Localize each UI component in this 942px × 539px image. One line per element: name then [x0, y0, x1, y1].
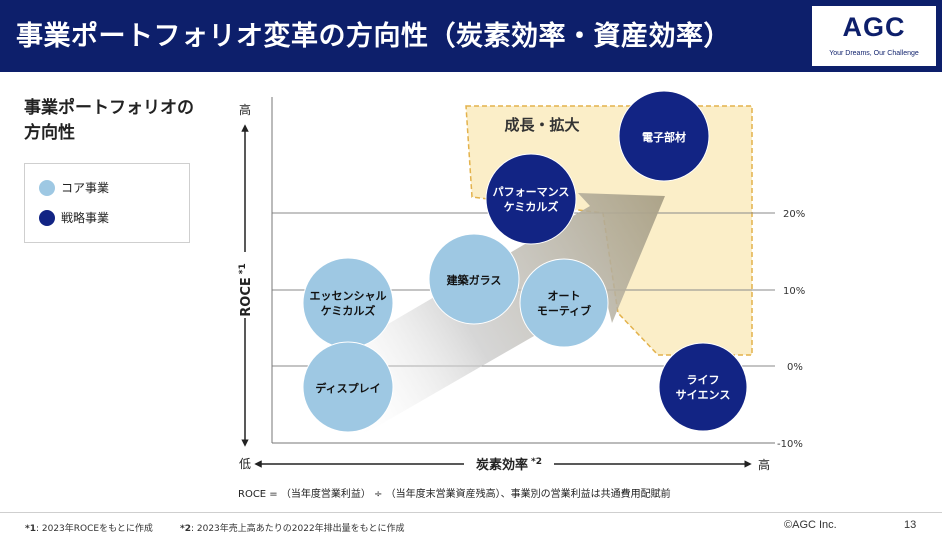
legend-label-core: コア事業 — [61, 181, 110, 195]
sidebar-title-line1: 事業ポートフォリオの — [24, 98, 194, 118]
y-axis-high-label: 高 — [239, 102, 251, 117]
bubble-automotive: オートモーティブ — [519, 258, 609, 348]
bubble-label-line: サイエンス — [676, 389, 731, 402]
bubble-label-line: モーティブ — [537, 304, 591, 318]
bubble-label: 電子部材 — [642, 130, 686, 144]
bubble-circle — [618, 90, 710, 182]
logo-tagline: Your Dreams, Our Challenge — [829, 50, 919, 57]
y-axis-title-text: ROCE *1 — [238, 263, 254, 316]
x-axis-title-main: 炭素効率 — [476, 457, 528, 473]
portfolio-chart: 20% 10% 0% -10% 成長・拡大 電子部材 パフォーマンスケミカルズ … — [236, 90, 805, 500]
legend-dot-core — [39, 180, 55, 196]
legend-item-core: コア事業 — [39, 179, 109, 196]
growth-direction-arrow — [330, 193, 665, 445]
footnote-2-text: : 2023年売上高あたりの2022年排出量をもとに作成 — [190, 524, 405, 534]
footer-divider — [0, 512, 942, 513]
bubble-performance-chemicals: パフォーマンスケミカルズ — [485, 153, 577, 245]
bubble-circle — [658, 342, 748, 432]
bubble-circle — [302, 257, 394, 349]
bubble-label-line: ケミカルズ — [504, 200, 559, 214]
bubble-label: ディスプレイ — [315, 381, 380, 395]
header-bar: 事業ポートフォリオ変革の方向性（炭素効率・資産効率） AGC Your Drea… — [0, 0, 942, 72]
footnote-1-text: : 2023年ROCEをもとに作成 — [35, 524, 153, 534]
bubble-circle — [428, 233, 520, 325]
legend-dot-strategic — [39, 210, 55, 226]
x-axis-high-label: 高 — [758, 457, 770, 472]
bubble-label-line: オート — [548, 290, 581, 303]
bubble-essential-chemicals: エッセンシャルケミカルズ — [302, 257, 394, 349]
bubble-label: ライフサイエンス — [676, 374, 731, 402]
y-axis-low-label: 低 — [239, 457, 251, 471]
bubble-label-line: エッセンシャル — [310, 290, 387, 303]
legend-box: コア事業 戦略事業 — [24, 163, 190, 243]
y-axis-title-note: *1 — [238, 263, 248, 274]
y-axis-title: ROCE *1 — [238, 263, 254, 316]
bubble-label: オートモーティブ — [537, 290, 591, 318]
sidebar-title: 事業ポートフォリオの 方向性 — [24, 96, 194, 146]
copyright: ©AGC Inc. — [784, 519, 837, 531]
tick-label-0: 0% — [787, 362, 803, 373]
bubble-circle — [302, 341, 394, 433]
footnote-2: *2: 2023年売上高あたりの2022年排出量をもとに作成 — [180, 521, 405, 534]
x-axis-title: 炭素効率 *2 — [476, 457, 542, 473]
tick-label-minus10: -10% — [777, 439, 803, 450]
sidebar-title-line2: 方向性 — [24, 123, 75, 143]
growth-zone-label: 成長・拡大 — [504, 116, 579, 134]
y-axis-title-main: ROCE — [239, 277, 254, 316]
logo-text: AGC — [842, 12, 906, 42]
footnote-1-mark: *1 — [25, 524, 36, 534]
bubble-architectural-glass: 建築ガラス — [428, 233, 520, 325]
footnote-2-mark: *2 — [180, 524, 191, 534]
bubble-circle — [485, 153, 577, 245]
bubble-label-line: ライフ — [687, 374, 720, 387]
roce-formula: ROCE = （当年度営業利益） ÷ （当年度末営業資産残高）、事業別の営業利益… — [238, 487, 671, 500]
legend-item-strategic: 戦略事業 — [39, 209, 109, 226]
tick-label-10: 10% — [783, 286, 805, 297]
bubble-label: パフォーマンスケミカルズ — [493, 186, 570, 214]
x-axis-title-note: *2 — [531, 457, 542, 467]
footnote-1: *1: 2023年ROCEをもとに作成 — [25, 521, 153, 534]
page-number: 13 — [904, 519, 917, 531]
y-axis-title-bg — [236, 252, 254, 318]
bubble-life-science: ライフサイエンス — [658, 342, 748, 432]
bubble-label: エッセンシャルケミカルズ — [310, 290, 387, 318]
bubble-label-line: ケミカルズ — [321, 304, 376, 318]
bubble-label-line: パフォーマンス — [493, 186, 570, 199]
bubble-electronic-materials: 電子部材 — [618, 90, 710, 182]
x-axis-title-bg — [464, 454, 554, 474]
bubble-circle — [519, 258, 609, 348]
agc-logo: AGC Your Dreams, Our Challenge — [812, 6, 936, 66]
bubble-label: 建築ガラス — [447, 273, 502, 287]
bubble-display: ディスプレイ — [302, 341, 394, 433]
page-title: 事業ポートフォリオ変革の方向性（炭素効率・資産効率） — [16, 21, 731, 52]
legend-label-strategic: 戦略事業 — [61, 211, 110, 225]
tick-label-20: 20% — [783, 209, 805, 220]
